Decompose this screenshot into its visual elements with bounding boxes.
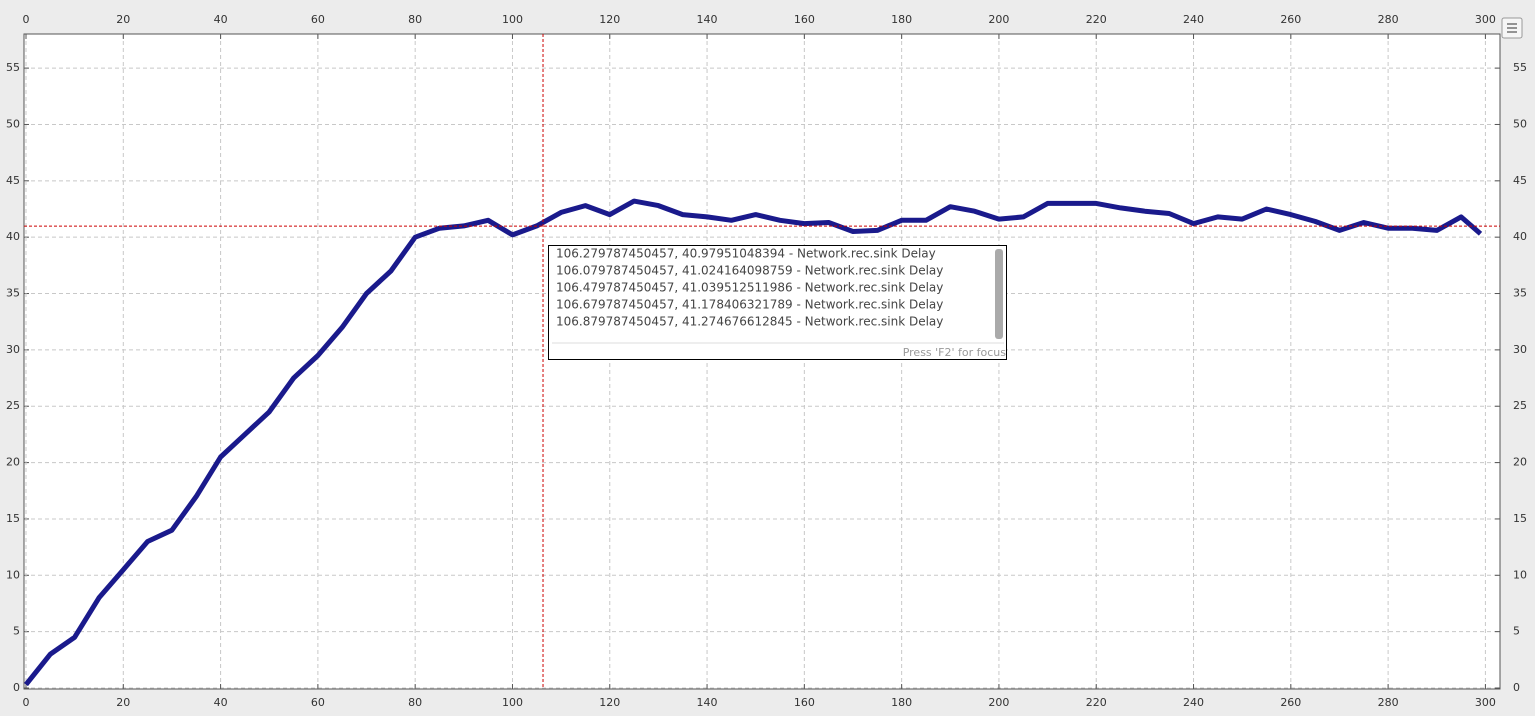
x-tick-label: 300	[1475, 696, 1496, 709]
y-tick-label-right: 35	[1513, 287, 1527, 300]
x-tick-label: 140	[697, 696, 718, 709]
y-tick-label: 45	[6, 174, 20, 187]
tooltip-line: 106.679787450457, 41.178406321789 - Netw…	[556, 298, 943, 312]
x-tick-label-top: 80	[408, 13, 422, 26]
y-tick-label-right: 10	[1513, 568, 1527, 581]
tooltip-line: 106.479787450457, 41.039512511986 - Netw…	[556, 281, 943, 295]
tooltip-scrollbar	[995, 249, 1003, 339]
x-tick-label: 200	[988, 696, 1009, 709]
y-tick-label: 20	[6, 456, 20, 469]
x-tick-label-top: 20	[116, 13, 130, 26]
x-tick-label: 100	[502, 696, 523, 709]
tooltip-line: 106.879787450457, 41.274676612845 - Netw…	[556, 315, 943, 329]
x-tick-label: 280	[1378, 696, 1399, 709]
x-tick-label-top: 100	[502, 13, 523, 26]
y-tick-label-right: 50	[1513, 117, 1527, 130]
y-tick-label: 40	[6, 230, 20, 243]
data-line	[24, 198, 1483, 687]
plot-area	[23, 33, 1501, 690]
x-tick-label-top: 0	[23, 13, 30, 26]
x-tick-label-top: 120	[599, 13, 620, 26]
x-tick-label-top: 60	[311, 13, 325, 26]
x-tick-label: 240	[1183, 696, 1204, 709]
y-tick-label-right: 15	[1513, 512, 1527, 525]
y-tick-label-right: 0	[1513, 681, 1520, 694]
x-tick-label: 220	[1086, 696, 1107, 709]
x-tick-label: 80	[408, 696, 422, 709]
y-tick-label: 15	[6, 512, 20, 525]
x-tick-label: 180	[891, 696, 912, 709]
y-tick-label: 25	[6, 399, 20, 412]
x-tick-label-top: 200	[988, 13, 1009, 26]
x-tick-label: 20	[116, 696, 130, 709]
x-tick-label: 0	[23, 696, 30, 709]
y-tick-label: 50	[6, 117, 20, 130]
x-tick-label: 120	[599, 696, 620, 709]
x-tick-label-top: 220	[1086, 13, 1107, 26]
y-tick-label-right: 45	[1513, 174, 1527, 187]
y-tick-label: 30	[6, 343, 20, 356]
y-tick-label-right: 20	[1513, 456, 1527, 469]
x-tick-label-top: 300	[1475, 13, 1496, 26]
y-tick-label: 0	[13, 681, 20, 694]
tooltip: 106.279787450457, 40.97951048394 - Netwo…	[548, 245, 1007, 360]
x-tick-label: 40	[214, 696, 228, 709]
x-tick-label-top: 140	[697, 13, 718, 26]
tooltip-box	[548, 245, 1007, 360]
y-tick-label: 5	[13, 625, 20, 638]
y-tick-label: 10	[6, 568, 20, 581]
y-tick-label: 35	[6, 287, 20, 300]
x-tick-label-top: 240	[1183, 13, 1204, 26]
legend-button-icon	[1507, 23, 1517, 33]
x-tick-label: 260	[1280, 696, 1301, 709]
y-tick-label-right: 5	[1513, 625, 1520, 638]
x-tick-label-top: 260	[1280, 13, 1301, 26]
x-tick-label: 160	[794, 696, 815, 709]
x-tick-label-top: 280	[1378, 13, 1399, 26]
x-tick-label-top: 180	[891, 13, 912, 26]
tooltip-line: 106.079787450457, 41.024164098759 - Netw…	[556, 264, 943, 278]
x-tick-label: 60	[311, 696, 325, 709]
y-tick-label-right: 25	[1513, 399, 1527, 412]
legend-button[interactable]	[1501, 17, 1523, 39]
x-tick-label-top: 160	[794, 13, 815, 26]
y-tick-label-right: 40	[1513, 230, 1527, 243]
y-tick-label: 55	[6, 61, 20, 74]
x-tick-label-top: 40	[214, 13, 228, 26]
y-tick-label-right: 30	[1513, 343, 1527, 356]
tooltip-line: 106.279787450457, 40.97951048394 - Netwo…	[556, 247, 936, 261]
y-tick-label-right: 55	[1513, 61, 1527, 74]
tooltip-hint: Press 'F2' for focus	[903, 346, 1007, 359]
